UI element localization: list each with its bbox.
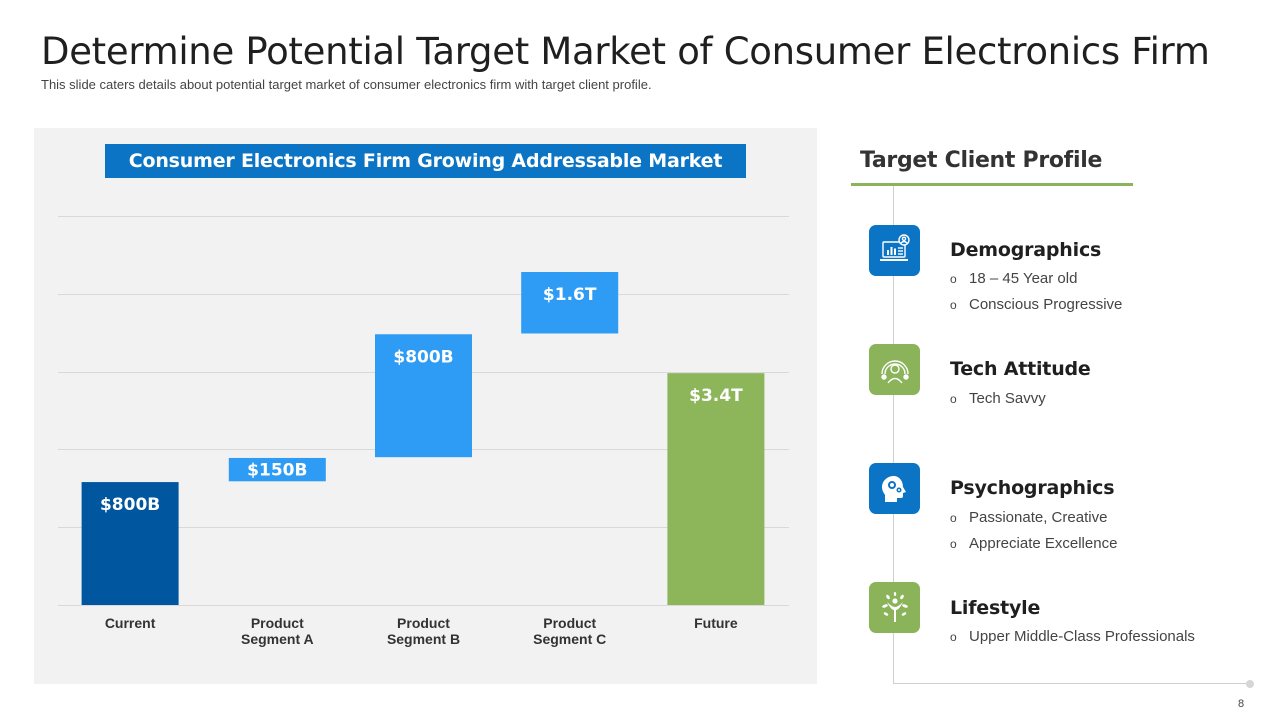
slide-title: Determine Potential Target Market of Con… — [41, 30, 1210, 73]
slide-subtitle: This slide caters details about potentia… — [41, 77, 652, 92]
bullet-text: Upper Middle-Class Professionals — [969, 628, 1195, 645]
chart-title: Consumer Electronics Firm Growing Addres… — [105, 144, 746, 178]
bullet-marker: o — [950, 630, 957, 644]
bullet-marker: o — [950, 537, 957, 551]
profile-title-underline — [851, 183, 1133, 186]
x-tick-label: Product — [251, 615, 304, 631]
x-tick-label: Segment A — [241, 631, 314, 647]
bullet-marker: o — [950, 511, 957, 525]
x-tick-label: Segment B — [387, 631, 460, 647]
bar-value-label: $3.4T — [689, 386, 743, 406]
tech-person-icon — [869, 344, 920, 395]
profile-heading-psychographics: Psychographics — [950, 477, 1115, 499]
bars — [81, 272, 765, 605]
profile-heading-tech-attitude: Tech Attitude — [950, 358, 1091, 380]
profile-bullet: o Conscious Progressive — [950, 296, 1122, 313]
profile-bullet: o Passionate, Creative — [950, 509, 1107, 526]
bullet-marker: o — [950, 272, 957, 286]
profile-title: Target Client Profile — [860, 148, 1103, 173]
person-tree-icon — [869, 582, 920, 633]
profile-heading-lifestyle: Lifestyle — [950, 597, 1041, 619]
bullet-text: Tech Savvy — [969, 390, 1046, 407]
timeline-vertical-line — [893, 186, 894, 684]
bar-total — [667, 373, 765, 605]
bar-value-label: $800B — [100, 495, 160, 515]
bullet-marker: o — [950, 298, 957, 312]
profile-bullet: o Upper Middle-Class Professionals — [950, 628, 1195, 645]
page-number: 8 — [1238, 698, 1245, 710]
bar-increase — [521, 272, 619, 334]
bullet-marker: o — [950, 392, 957, 406]
x-tick-label: Product — [543, 615, 596, 631]
x-tick-label: Segment C — [533, 631, 606, 647]
profile-bullet: o Tech Savvy — [950, 390, 1046, 407]
bar-value-label: $800B — [393, 347, 453, 367]
bullet-text: Passionate, Creative — [969, 509, 1108, 526]
timeline-end-dot — [1246, 680, 1254, 688]
x-tick-label: Product — [397, 615, 450, 631]
bar-increase — [228, 457, 326, 482]
bullet-text: 18 – 45 Year old — [969, 270, 1078, 287]
bullet-text: Appreciate Excellence — [969, 535, 1118, 552]
bar-increase — [375, 334, 472, 458]
bar-value-label: $150B — [247, 461, 307, 481]
bullet-text: Conscious Progressive — [969, 296, 1123, 313]
value-labels: $800B $150B $800B $1.6T $3.4T — [100, 285, 743, 515]
bar-value-label: $1.6T — [543, 285, 597, 305]
profile-bullet: o Appreciate Excellence — [950, 535, 1117, 552]
head-gears-icon — [869, 463, 920, 514]
timeline-horizontal-line — [893, 683, 1249, 684]
bar-total — [81, 482, 179, 605]
profile-heading-demographics: Demographics — [950, 239, 1102, 261]
x-tick-label: Future — [694, 615, 738, 631]
laptop-analytics-user-icon — [869, 225, 920, 276]
profile-bullet: o 18 – 45 Year old — [950, 270, 1077, 287]
x-tick-label: Current — [105, 615, 156, 631]
